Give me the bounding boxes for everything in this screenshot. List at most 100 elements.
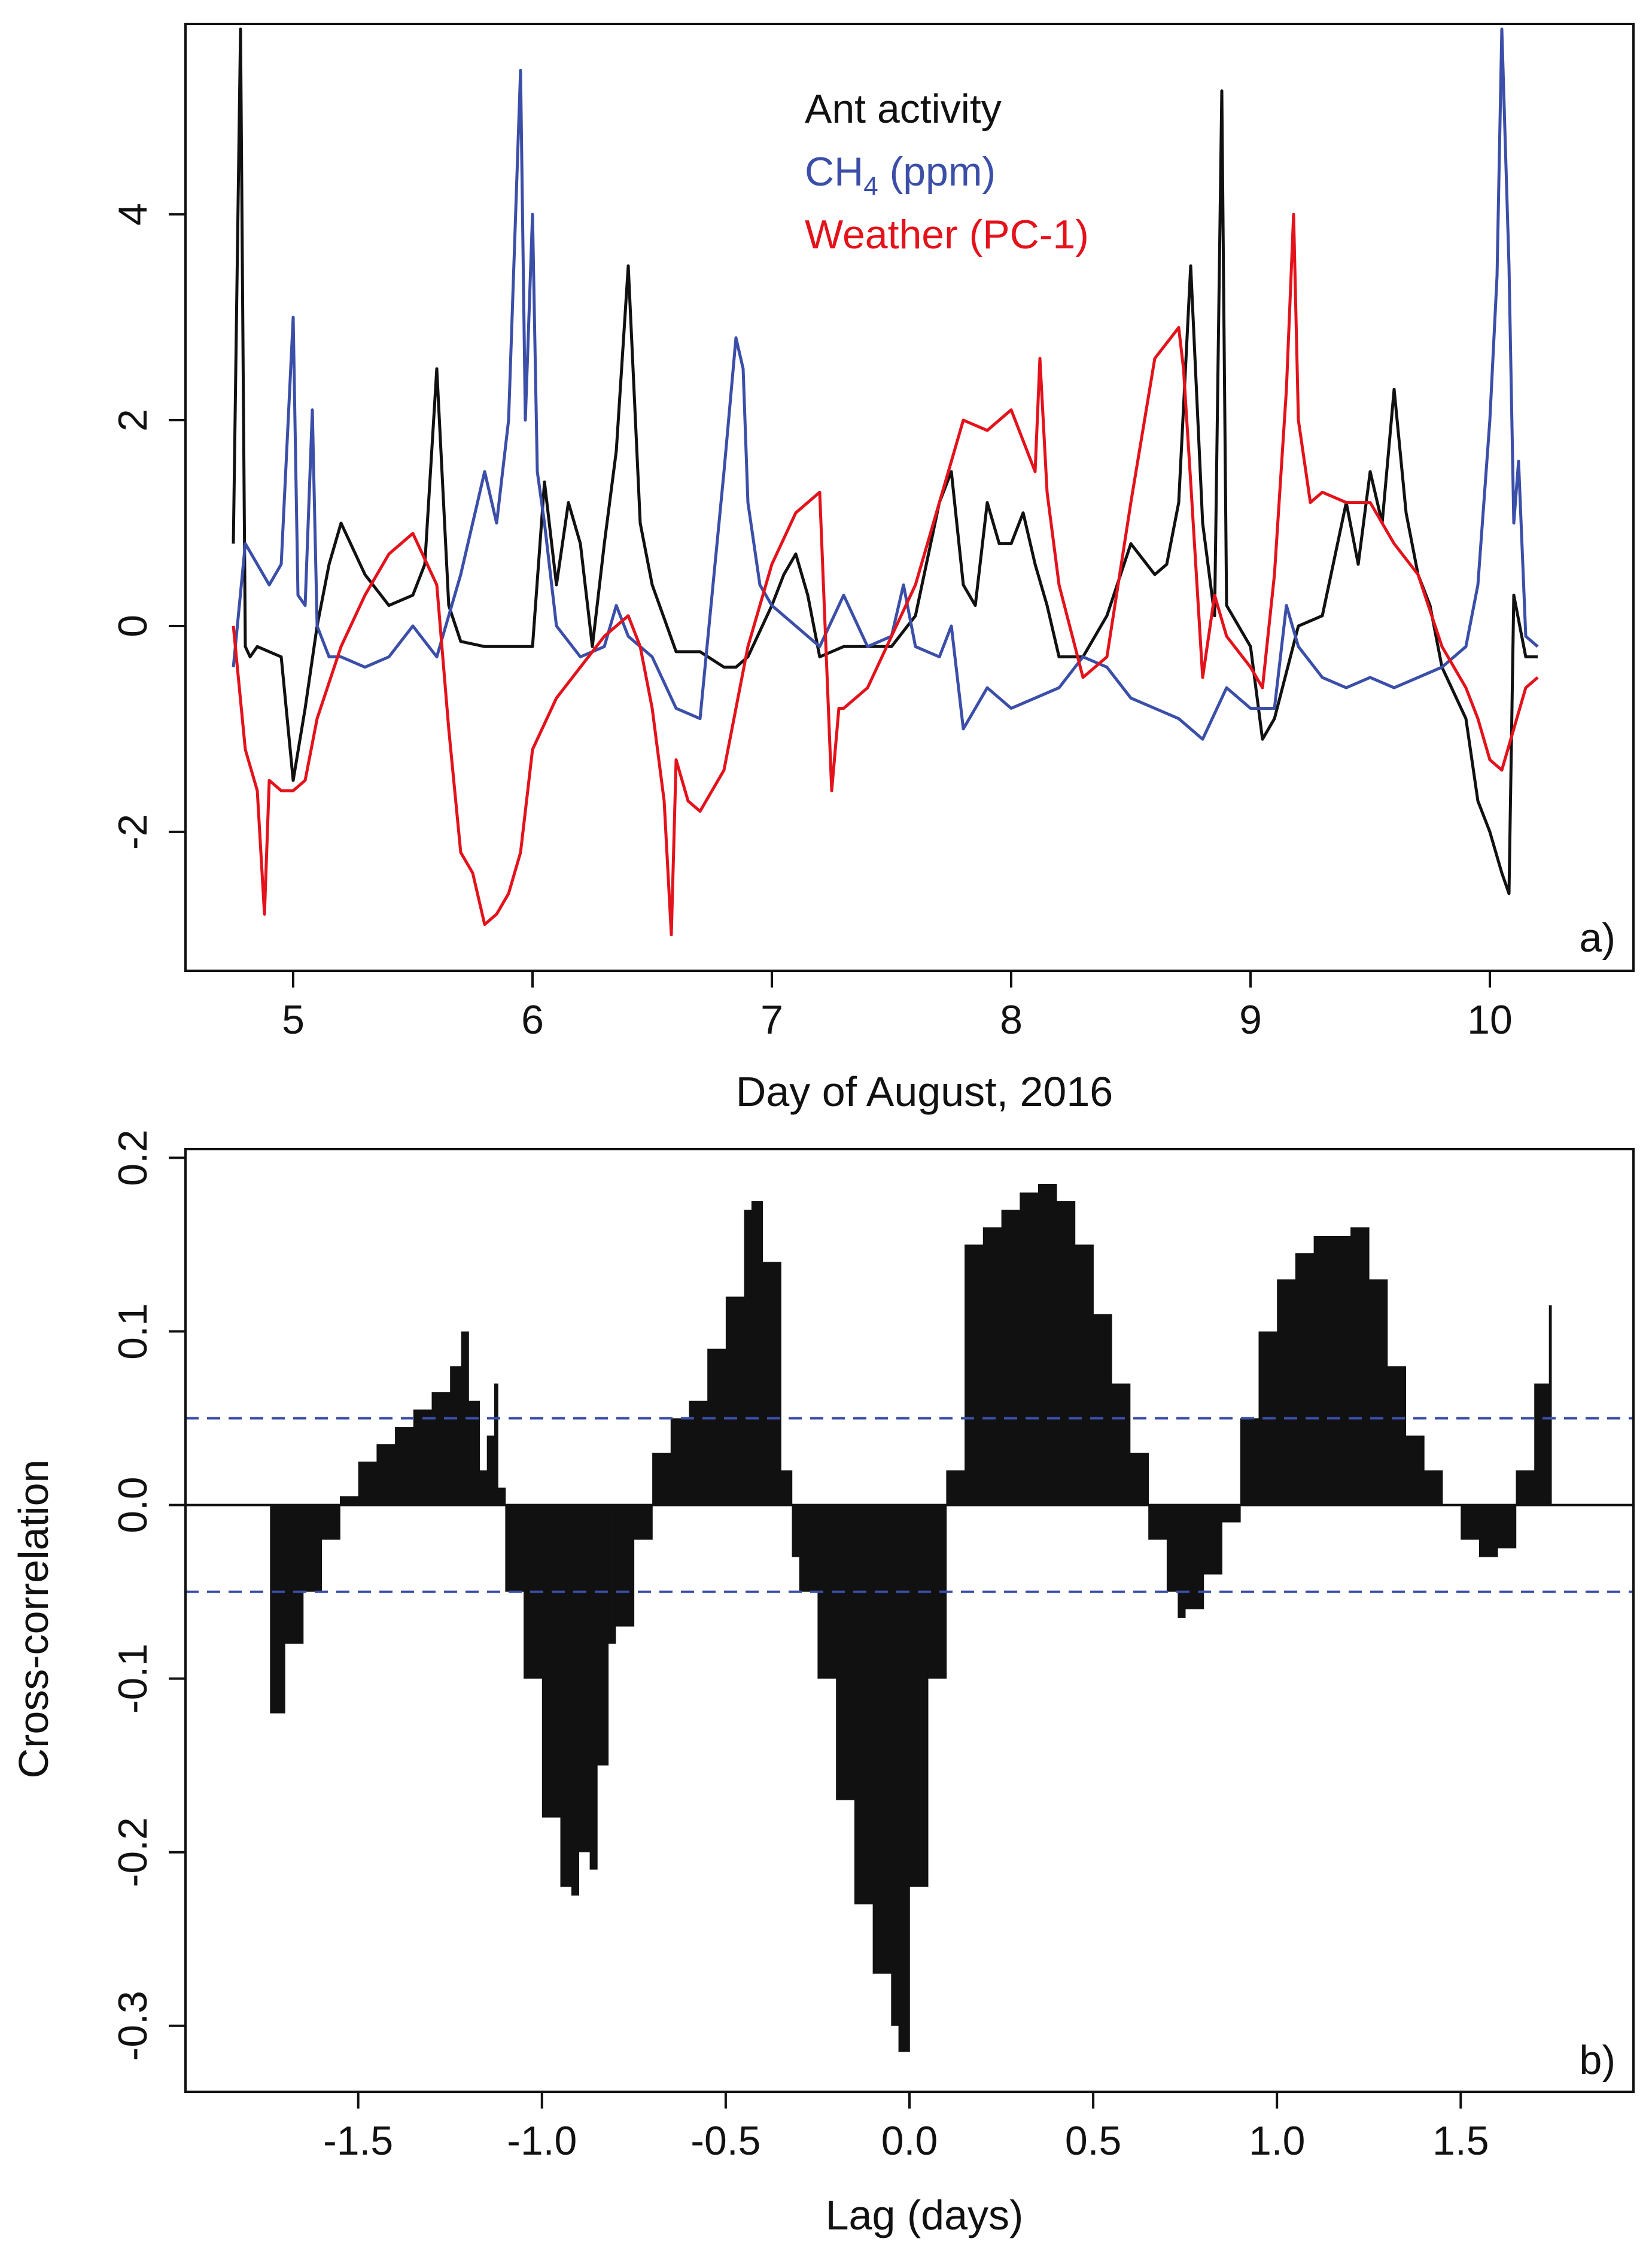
panel-b-x-tick-label: 1.0 [1249, 2118, 1306, 2164]
panel-b-x-tick-label: 0.5 [1065, 2118, 1122, 2164]
panel-b-y-tick-label: 0.2 [110, 1129, 156, 1186]
ccf-bar [1313, 1236, 1333, 1505]
panel-b-y-axis-label: Cross-correlation [10, 1460, 57, 1779]
ccf-bar [571, 1505, 579, 1896]
ccf-bar [836, 1505, 855, 1800]
ccf-bar [799, 1505, 819, 1592]
legend-ch4-base: CH [805, 149, 863, 195]
ccf-bar [891, 1505, 899, 2026]
ccf-bar [1277, 1279, 1296, 1505]
ccf-bar [1497, 1505, 1517, 1549]
ccf-bar [1001, 1210, 1021, 1505]
panel-a-x-tick-label: 10 [1467, 997, 1513, 1043]
ccf-bar [792, 1505, 800, 1557]
ccf-bar [965, 1244, 984, 1505]
panel-b-x-axis-label: Lag (days) [826, 2192, 1024, 2238]
ccf-bar [376, 1444, 395, 1505]
ccf-bar [1075, 1244, 1094, 1505]
ccf-bar [1148, 1505, 1167, 1540]
legend-ant-base: Ant activity [805, 86, 1002, 132]
ccf-bar [1178, 1505, 1186, 1618]
ccf-bar [751, 1201, 763, 1505]
ccf-bar [479, 1470, 488, 1505]
legend-ch4-rest: (ppm) [878, 149, 996, 195]
panel-b-x-tick-label: -0.5 [690, 2118, 760, 2164]
panel-b-y-tick-label: 0.1 [110, 1303, 156, 1360]
series-line-weather-pc-1- [232, 212, 1539, 937]
panel-a-x-tick-label: 8 [1000, 997, 1023, 1043]
ccf-bar [1479, 1505, 1498, 1557]
ccf-bar [725, 1296, 745, 1505]
ccf-bar [589, 1505, 598, 1870]
ccf-bar [707, 1348, 726, 1505]
ccf-bar [1240, 1418, 1259, 1505]
ccf-bar [1548, 1305, 1552, 1505]
panel-a-legend: Ant activity CH4 (ppm) Weather (PC-1) [805, 86, 1089, 257]
ccf-bar [498, 1487, 506, 1505]
ccf-bar [450, 1366, 462, 1505]
ccf-bar [1222, 1505, 1241, 1523]
ccf-bar [413, 1409, 433, 1505]
panel-b-cross-correlation: -1.5 -1.0 -0.5 0.0 0.5 1.0 1.5 -0.3 -0.2 -0.1 0.0… [10, 1129, 1635, 2238]
panel-a-y-tick-label: 0 [110, 615, 156, 637]
ccf-bar [1038, 1184, 1057, 1505]
series-line-ch4-ppm- [232, 28, 1539, 741]
ccf-bar [1130, 1453, 1149, 1505]
ccf-bar [395, 1427, 414, 1505]
panel-a-x-tick-label: 7 [760, 997, 783, 1043]
panel-a-x-tick-label: 9 [1239, 997, 1262, 1043]
ccf-bar [284, 1505, 304, 1644]
ccf-bar [854, 1505, 874, 1904]
ccf-bar [1461, 1505, 1480, 1540]
ccf-bar [494, 1383, 498, 1505]
ccf-bar [1020, 1192, 1039, 1505]
ccf-bar [597, 1505, 609, 1766]
ccf-bar [872, 1505, 892, 1974]
ccf-bar [608, 1505, 616, 1644]
ccf-bar [652, 1453, 671, 1505]
ccf-bar [1332, 1236, 1351, 1505]
ccf-bar [1350, 1227, 1370, 1505]
ccf-bar [358, 1462, 378, 1505]
ccf-bar [898, 1505, 910, 2052]
ccf-bar [541, 1505, 561, 1818]
legend-entry-ch4: CH4 (ppm) [805, 149, 996, 201]
ccf-bar [1203, 1505, 1222, 1575]
panel-a-x-tick-label: 6 [521, 997, 544, 1043]
legend-entry-weather: Weather (PC-1) [805, 212, 1089, 257]
ccf-bar [579, 1505, 591, 1852]
panel-b-x-tick-label: -1.0 [507, 2118, 577, 2164]
panel-b-y-tick-label: -0.3 [110, 1991, 156, 2061]
panel-a-y-tick-label: 4 [110, 203, 156, 226]
panel-b-x-tick-label: -1.5 [323, 2118, 393, 2164]
ccf-bar [486, 1435, 495, 1505]
ccf-bar [1405, 1435, 1425, 1505]
panel-a-y-tick-label: 2 [110, 409, 156, 432]
legend-ch4-subscript: 4 [863, 172, 878, 201]
ccf-bar [1423, 1470, 1443, 1505]
panel-a-x-axis-label: Day of August, 2016 [736, 1068, 1113, 1115]
panel-b-x-axis: -1.5 -1.0 -0.5 0.0 0.5 1.0 1.5 [323, 2092, 1489, 2164]
ccf-bar [634, 1505, 653, 1540]
ccf-bar [431, 1392, 451, 1505]
ccf-bar [505, 1505, 524, 1592]
ccf-bar [461, 1331, 469, 1505]
ccf-bar [781, 1470, 793, 1505]
ccf-bar [1295, 1253, 1315, 1505]
ccf-bar [321, 1505, 340, 1540]
panel-a-plot-frame [184, 23, 1635, 972]
ccf-bar [982, 1227, 1002, 1505]
panel-b-label: b) [1580, 2037, 1616, 2083]
ccf-bar [909, 1505, 929, 1887]
ccf-bar [744, 1210, 752, 1505]
panel-a-series-lines [232, 28, 1539, 937]
ccf-bar [1387, 1366, 1406, 1505]
panel-b-x-tick-label: 0.0 [881, 2118, 938, 2164]
panel-b-y-tick-label: 0.0 [110, 1477, 156, 1533]
ccf-bar [303, 1505, 322, 1592]
panel-b-reference-lines [185, 1417, 1633, 1593]
ccf-bar [1093, 1314, 1112, 1505]
panel-a-x-tick-label: 5 [282, 997, 305, 1043]
ccf-bar [560, 1505, 572, 1887]
